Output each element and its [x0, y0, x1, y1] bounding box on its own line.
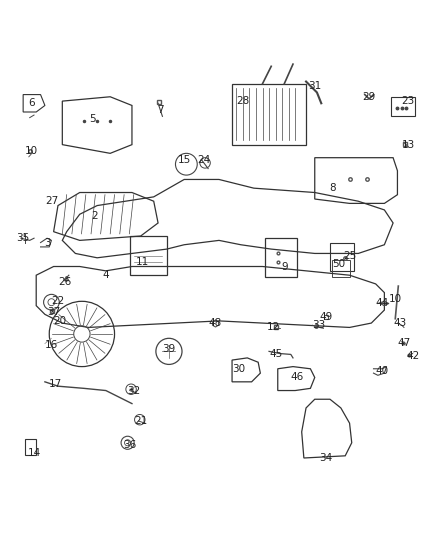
Text: 47: 47	[397, 338, 410, 348]
Text: 15: 15	[177, 155, 191, 165]
Text: 43: 43	[393, 318, 406, 328]
Text: 10: 10	[389, 294, 402, 304]
Text: 35: 35	[17, 233, 30, 243]
Text: 6: 6	[28, 98, 35, 108]
Text: 34: 34	[319, 453, 332, 463]
Bar	[130, 236, 167, 275]
Text: 36: 36	[123, 440, 136, 450]
Text: 20: 20	[53, 316, 67, 326]
Text: 14: 14	[28, 448, 41, 458]
Text: 30: 30	[232, 364, 245, 374]
Text: 12: 12	[267, 322, 280, 333]
Text: 8: 8	[329, 183, 336, 193]
Text: 32: 32	[127, 385, 141, 395]
Text: 9: 9	[281, 262, 288, 271]
Text: 29: 29	[363, 92, 376, 102]
Text: 42: 42	[406, 351, 419, 361]
Text: 4: 4	[102, 270, 109, 280]
Bar	[332, 260, 350, 277]
Text: 33: 33	[312, 320, 326, 330]
Text: 11: 11	[136, 257, 149, 267]
Text: 2: 2	[92, 212, 98, 221]
Bar	[391, 97, 415, 116]
Text: 25: 25	[343, 251, 356, 261]
Text: 37: 37	[47, 307, 60, 317]
Text: 23: 23	[402, 96, 415, 106]
Text: 31: 31	[308, 81, 321, 91]
Text: 44: 44	[375, 298, 389, 309]
Text: 22: 22	[51, 296, 64, 306]
Text: 40: 40	[376, 366, 389, 376]
Text: 49: 49	[319, 312, 332, 321]
Text: 24: 24	[197, 155, 210, 165]
Text: 10: 10	[25, 146, 39, 156]
Text: 28: 28	[237, 96, 250, 106]
Text: 27: 27	[45, 196, 58, 206]
Text: 5: 5	[89, 114, 96, 124]
Text: 13: 13	[402, 140, 415, 150]
Bar	[330, 243, 354, 271]
Text: 21: 21	[134, 416, 147, 426]
Text: 16: 16	[45, 340, 58, 350]
Bar	[265, 238, 297, 277]
Text: 46: 46	[291, 373, 304, 383]
Text: 26: 26	[58, 277, 71, 287]
Text: 45: 45	[269, 349, 282, 359]
Text: 3: 3	[44, 238, 50, 247]
Text: 39: 39	[162, 344, 176, 354]
Bar	[232, 84, 306, 144]
Bar	[25, 439, 36, 455]
Text: 48: 48	[208, 318, 221, 328]
Text: 50: 50	[332, 260, 345, 269]
Text: 7: 7	[157, 105, 163, 115]
Text: 17: 17	[49, 379, 63, 389]
